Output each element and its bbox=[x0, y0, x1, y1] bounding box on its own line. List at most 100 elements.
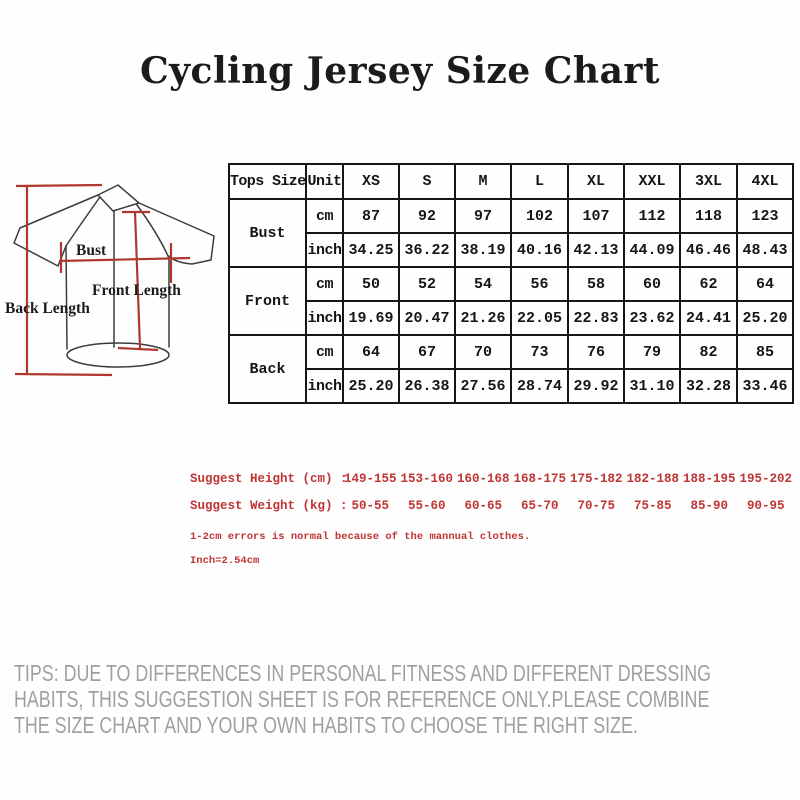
right-raglan-seam bbox=[136, 204, 169, 257]
suggest-weight-value: 90-95 bbox=[746, 499, 785, 513]
bust-line bbox=[58, 242, 191, 283]
tips-line: THE SIZE CHART AND YOUR OWN HABITS TO CH… bbox=[14, 712, 638, 738]
tips-line: TIPS: DUE TO DIFFERENCES IN PERSONAL FIT… bbox=[14, 660, 711, 686]
unit-cell: inch bbox=[305, 368, 344, 404]
value-cell: 56 bbox=[510, 266, 569, 302]
value-cell: 38.19 bbox=[454, 232, 512, 268]
value-cell: 36.22 bbox=[398, 232, 456, 268]
value-cell: 76 bbox=[567, 334, 625, 370]
suggest-height-label: Suggest Height (cm) : bbox=[190, 472, 348, 486]
unit-cell: cm bbox=[305, 334, 344, 370]
header-cell-size: M bbox=[454, 163, 512, 200]
bust-label: Bust bbox=[76, 242, 107, 259]
hem-outline bbox=[66, 342, 170, 368]
value-cell: 92 bbox=[398, 198, 456, 234]
value-cell: 21.26 bbox=[454, 300, 512, 336]
suggest-height-value: 182-188 bbox=[626, 472, 679, 486]
suggest-weight-value: 60-65 bbox=[464, 499, 502, 513]
size-table-header-row: Tops Size Unit XS S M L XL XXL 3XL 4XL bbox=[228, 163, 794, 200]
value-cell: 27.56 bbox=[454, 368, 512, 404]
value-cell: 52 bbox=[398, 266, 456, 302]
suggest-height-value: 160-168 bbox=[456, 472, 510, 486]
back-cm-row: Back cm 64 67 70 73 76 79 82 85 bbox=[228, 334, 794, 404]
bust-inch-row: inch 34.25 36.22 38.19 40.16 42.13 44.09… bbox=[229, 232, 794, 268]
header-cell-unit: Unit bbox=[305, 163, 344, 200]
value-cell: 25.20 bbox=[342, 368, 400, 404]
tips-line: HABITS, THIS SUGGESTION SHEET IS FOR REF… bbox=[14, 686, 710, 712]
front-cm-row: Front cm 50 52 54 56 58 60 62 64 bbox=[228, 266, 794, 336]
suggest-height-value: 153-160 bbox=[400, 472, 453, 486]
suggest-height-value: 188-195 bbox=[682, 472, 736, 486]
value-cell: 82 bbox=[679, 334, 738, 370]
value-cell: 22.05 bbox=[510, 300, 569, 336]
value-cell: 67 bbox=[398, 334, 456, 370]
value-cell: 24.41 bbox=[679, 300, 738, 336]
suggest-weight-value: 50-55 bbox=[351, 499, 389, 513]
bust-cm-row: Bust cm 87 92 97 102 107 112 118 123 bbox=[228, 198, 794, 268]
value-cell: 60 bbox=[623, 266, 681, 302]
back-length-line bbox=[14, 183, 113, 377]
value-cell: 97 bbox=[454, 198, 512, 234]
value-cell: 70 bbox=[454, 334, 512, 370]
value-cell: 58 bbox=[567, 266, 625, 302]
collar-outline bbox=[97, 184, 140, 212]
value-cell: 33.46 bbox=[736, 368, 794, 404]
value-cell: 64 bbox=[342, 334, 400, 370]
row-label-cell: Bust bbox=[228, 198, 307, 268]
header-cell-size: 4XL bbox=[736, 163, 794, 200]
note-error-tolerance: 1-2cm errors is normal because of the ma… bbox=[190, 531, 531, 543]
suggest-weight-value: 75-85 bbox=[633, 499, 672, 513]
value-cell: 28.74 bbox=[510, 368, 569, 404]
back-length-label: Back Length bbox=[5, 300, 90, 317]
value-cell: 48.43 bbox=[736, 232, 794, 268]
value-cell: 23.62 bbox=[623, 300, 681, 336]
suggest-weight-row: Suggest Weight (kg) : 50-55 55-60 60-65 … bbox=[190, 493, 794, 520]
front-inch-row: inch 19.69 20.47 21.26 22.05 22.83 23.62… bbox=[229, 300, 794, 336]
value-cell: 32.28 bbox=[679, 368, 738, 404]
body-sides bbox=[65, 245, 170, 350]
suggestion-block: Suggest Height (cm) : 149-155 153-160 16… bbox=[190, 466, 794, 573]
value-cell: 73 bbox=[510, 334, 569, 370]
value-cell: 85 bbox=[736, 334, 794, 370]
header-cell-size: XXL bbox=[623, 163, 681, 200]
value-cell: 102 bbox=[510, 198, 569, 234]
value-cell: 22.83 bbox=[567, 300, 625, 336]
unit-cell: cm bbox=[305, 198, 344, 234]
suggest-height-value: 175-182 bbox=[569, 472, 623, 486]
value-cell: 64 bbox=[736, 266, 794, 302]
value-cell: 42.13 bbox=[567, 232, 625, 268]
row-label-cell: Front bbox=[228, 266, 307, 336]
page-title: Cycling Jersey Size Chart bbox=[139, 50, 661, 92]
value-cell: 19.69 bbox=[342, 300, 400, 336]
back-inch-row: inch 25.20 26.38 27.56 28.74 29.92 31.10… bbox=[229, 368, 794, 404]
unit-cell: cm bbox=[305, 266, 344, 302]
value-cell: 26.38 bbox=[398, 368, 456, 404]
unit-cell: inch bbox=[305, 232, 344, 268]
value-cell: 34.25 bbox=[342, 232, 400, 268]
value-cell: 50 bbox=[342, 266, 400, 302]
header-cell-size: XL bbox=[567, 163, 625, 200]
suggest-weight-value: 55-60 bbox=[407, 499, 446, 513]
header-cell-size: 3XL bbox=[679, 163, 738, 200]
suggest-weight-value: 70-75 bbox=[577, 499, 615, 513]
suggest-height-value: 195-202 bbox=[739, 472, 792, 486]
suggest-weight-label: Suggest Weight (kg) : bbox=[190, 499, 348, 513]
suggest-weight-value: 85-90 bbox=[690, 499, 728, 513]
value-cell: 54 bbox=[454, 266, 512, 302]
value-cell: 79 bbox=[623, 334, 681, 370]
header-cell-size: L bbox=[510, 163, 569, 200]
header-cell-size: S bbox=[398, 163, 456, 200]
header-cell-size: XS bbox=[342, 163, 400, 200]
size-table: Tops Size Unit XS S M L XL XXL 3XL 4XL B… bbox=[228, 163, 794, 404]
value-cell: 20.47 bbox=[398, 300, 456, 336]
suggest-height-value: 149-155 bbox=[343, 472, 397, 486]
value-cell: 118 bbox=[679, 198, 738, 234]
front-length-line bbox=[117, 210, 159, 352]
measurement-lines bbox=[14, 183, 191, 377]
suggest-height-value: 168-175 bbox=[513, 472, 566, 486]
value-cell: 112 bbox=[623, 198, 681, 234]
value-cell: 107 bbox=[567, 198, 625, 234]
jersey-diagram: Bust Front Length Back Length bbox=[5, 183, 215, 377]
value-cell: 29.92 bbox=[567, 368, 625, 404]
